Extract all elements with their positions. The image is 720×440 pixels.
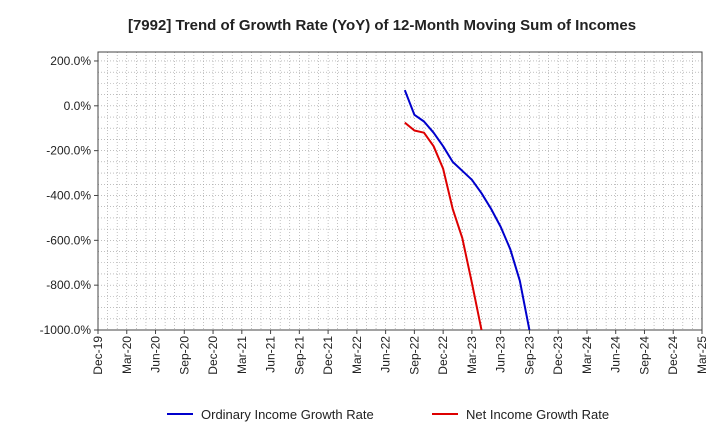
x-tick-label: Mar-24 — [580, 336, 594, 374]
y-axis-ticks: 200.0% 0.0% -200.0% -400.0% -600.0% -800.0% -1… — [40, 54, 98, 337]
x-tick-label: Dec-24 — [666, 336, 680, 375]
x-tick-label: Jun-20 — [149, 336, 163, 373]
x-tick-label: Mar-21 — [235, 336, 249, 374]
x-tick-label: Jun-21 — [264, 336, 278, 373]
x-tick-label: Sep-21 — [292, 336, 306, 375]
legend-label-1: Net Income Growth Rate — [466, 407, 609, 422]
x-tick-label: Dec-23 — [551, 336, 565, 375]
chart-title: [7992] Trend of Growth Rate (YoY) of 12-… — [128, 17, 636, 34]
x-tick-label: Jun-24 — [609, 336, 623, 373]
series-line-1 — [404, 121, 483, 330]
y-tick-label: 0.0% — [64, 99, 92, 113]
x-tick-label: Mar-20 — [120, 336, 134, 374]
x-tick-label: Dec-20 — [206, 336, 220, 375]
x-tick-label: Jun-22 — [379, 336, 393, 373]
y-tick-label: -1000.0% — [40, 323, 92, 337]
legend: Ordinary Income Growth Rate Net Income Gr… — [167, 407, 609, 422]
x-tick-label: Mar-23 — [465, 336, 479, 374]
y-tick-label: -200.0% — [46, 144, 91, 158]
legend-label-0: Ordinary Income Growth Rate — [201, 407, 374, 422]
x-tick-label: Sep-20 — [177, 336, 191, 375]
y-tick-label: -800.0% — [46, 278, 91, 292]
series-line-0 — [403, 89, 531, 330]
x-tick-label: Jun-23 — [494, 336, 508, 373]
x-tick-label: Dec-19 — [91, 336, 105, 375]
y-tick-label: -400.0% — [46, 188, 91, 202]
x-tick-label: Mar-25 — [695, 336, 709, 374]
x-axis-ticks: Dec-19 Mar-20 Jun-20 Sep-20 Dec-20 Mar-21 Jun-… — [91, 330, 709, 375]
grid — [97, 52, 703, 331]
y-tick-label: -600.0% — [46, 233, 91, 247]
y-tick-label: 200.0% — [50, 54, 91, 68]
plot-frame — [97, 51, 703, 331]
x-tick-label: Dec-22 — [436, 336, 450, 375]
x-tick-label: Mar-22 — [350, 336, 364, 374]
x-tick-label: Sep-24 — [637, 336, 651, 375]
series-lines — [403, 89, 531, 330]
x-tick-label: Dec-21 — [321, 336, 335, 375]
x-tick-label: Sep-23 — [522, 336, 536, 375]
x-tick-label: Sep-22 — [407, 336, 421, 375]
